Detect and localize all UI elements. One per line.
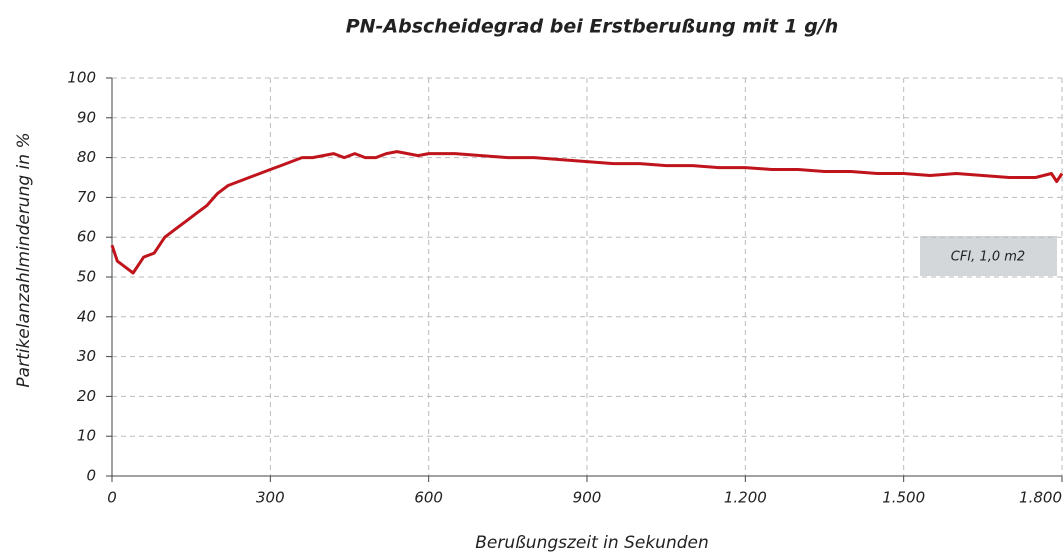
y-tick-label: 100 [67, 69, 96, 87]
y-tick-label: 40 [77, 307, 96, 325]
x-tick-label: 1.200 [724, 489, 767, 507]
x-tick-label: 900 [573, 489, 602, 507]
x-axis-label: Berußungszeit in Sekunden [475, 533, 709, 553]
x-tick-label: 1.800 [1019, 489, 1062, 507]
y-tick-label: 60 [77, 228, 96, 246]
y-tick-label: 10 [77, 427, 96, 445]
y-tick-label: 30 [77, 347, 96, 365]
y-tick-label: 0 [86, 467, 96, 485]
y-tick-label: 80 [77, 148, 96, 166]
y-tick-label: 20 [77, 387, 96, 405]
y-tick-label: 90 [77, 108, 96, 126]
data-line [110, 150, 1064, 275]
chart-title: PN-Abscheidegrad bei Erstberußung mit 1 … [346, 16, 839, 38]
annotation-box [920, 236, 1057, 276]
x-tick-label: 0 [107, 489, 117, 507]
x-tick-label: 1.500 [882, 489, 925, 507]
y-tick-label: 50 [77, 268, 96, 286]
annotation: CFI, 1,0 m2 [951, 250, 1025, 265]
x-tick-label: 300 [256, 489, 285, 507]
y-axis-label: Partikelanzahlminderung in % [14, 132, 34, 387]
x-tick-label: 600 [414, 489, 443, 507]
y-tick-label: 70 [77, 188, 96, 206]
